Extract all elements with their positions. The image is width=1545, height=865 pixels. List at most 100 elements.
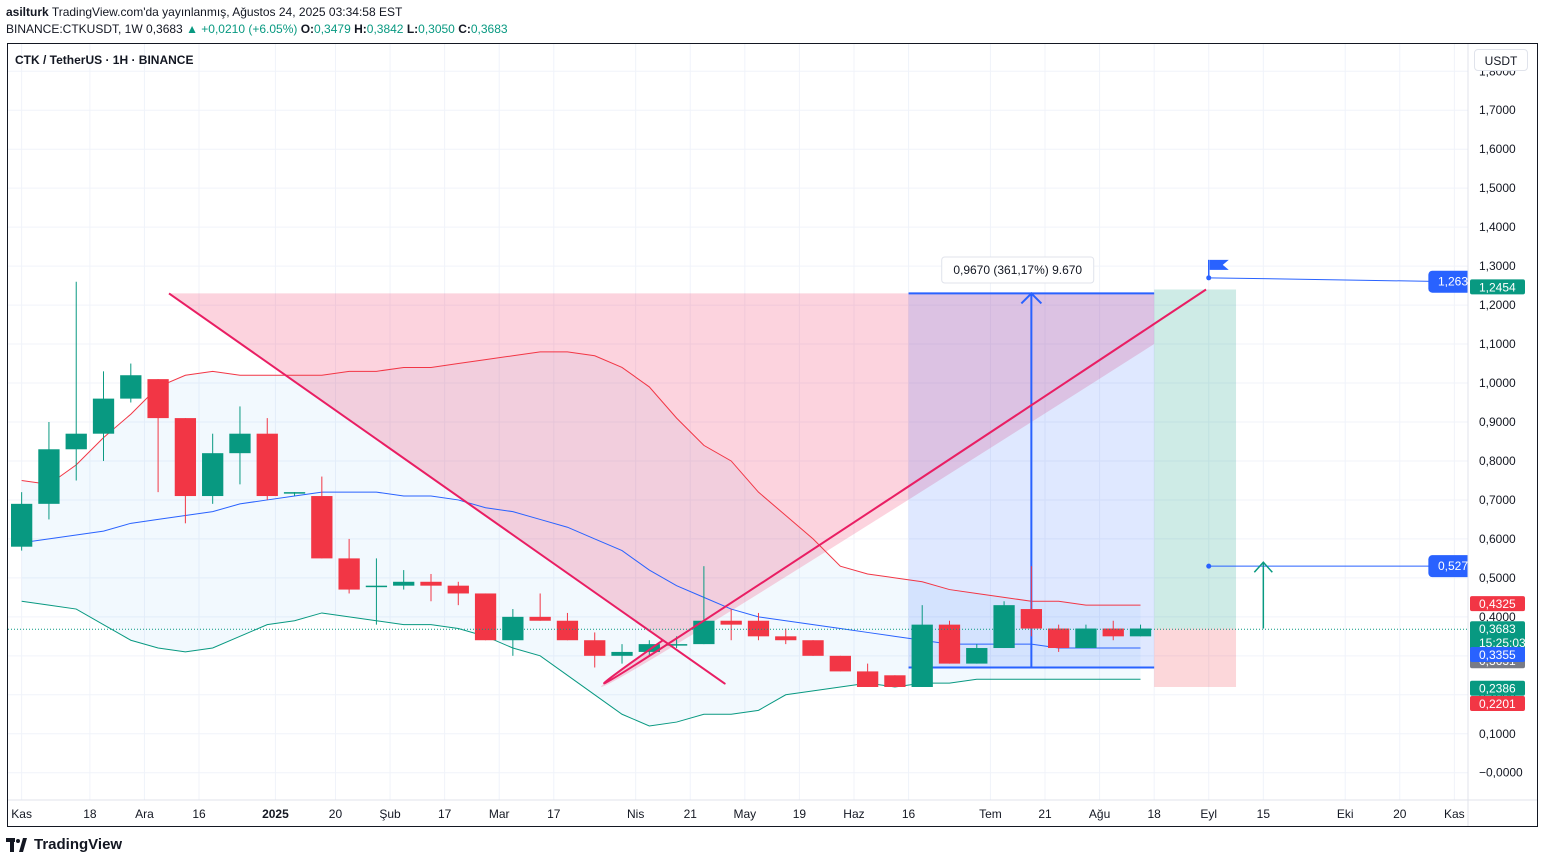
candle-body xyxy=(720,620,742,625)
candle-body xyxy=(747,620,770,637)
candle-body xyxy=(1048,628,1070,649)
x-tick-label: Tem xyxy=(979,807,1002,821)
candle-body xyxy=(556,620,579,641)
x-tick-label: 20 xyxy=(1393,807,1407,821)
x-tick-label: 18 xyxy=(1147,807,1161,821)
high-value: 0,3842 xyxy=(366,22,404,36)
price-label-bg xyxy=(1470,646,1525,662)
close-value: 0,3683 xyxy=(470,22,508,36)
price-label-bg xyxy=(1470,596,1525,612)
candle-body xyxy=(775,636,797,641)
candle-body xyxy=(92,398,115,434)
candle-body xyxy=(911,624,933,687)
price-label-bg xyxy=(1470,279,1525,295)
price-label: 0,3355 xyxy=(1479,648,1516,662)
c-label: C: xyxy=(458,22,471,36)
candle-body xyxy=(1075,628,1097,649)
y-tick-label: 0,6000 xyxy=(1479,532,1516,546)
candle-body xyxy=(584,640,606,656)
y-tick-label: 0,9000 xyxy=(1479,415,1516,429)
candle-body xyxy=(420,581,442,586)
x-tick-label: 16 xyxy=(902,807,916,821)
x-tick-label: Şub xyxy=(379,807,401,821)
candle-body xyxy=(311,496,333,559)
x-tick-label: 17 xyxy=(438,807,452,821)
x-tick-label: Ağu xyxy=(1089,807,1110,821)
plot-area: 1,2639 0,5274 0,9670 (361,17%) 9.670 xyxy=(8,44,1475,800)
y-tick-label: 1,7000 xyxy=(1479,103,1516,117)
last-price: 0,3683 xyxy=(146,22,183,36)
candle-body xyxy=(802,640,824,656)
x-tick-label: 20 xyxy=(329,807,343,821)
measure-arrow-head xyxy=(1020,291,1043,305)
bollinger-lower xyxy=(21,600,1141,727)
price-ray-point xyxy=(1206,563,1212,569)
cup-curve xyxy=(168,288,1207,685)
x-tick-label: Kas xyxy=(1444,807,1465,821)
x-tick-label: Ara xyxy=(135,807,154,821)
candle-body xyxy=(447,585,469,594)
brand-name: TradingView xyxy=(34,836,123,853)
y-tick-label: 1,2000 xyxy=(1479,298,1516,312)
footer-brand[interactable]: TradingView xyxy=(6,836,122,853)
candle-body xyxy=(147,379,169,419)
flag-icon xyxy=(1209,259,1229,270)
candle-body xyxy=(474,593,497,641)
candle-body xyxy=(1102,628,1124,637)
chart-frame xyxy=(7,43,1538,827)
symbol-line: BINANCE:CTKUSDT, 1W xyxy=(6,22,143,36)
x-tick-label: May xyxy=(733,807,756,821)
x-tick-label: 17 xyxy=(547,807,561,821)
candle-body xyxy=(856,671,879,687)
y-tick-label: 0,4000 xyxy=(1479,610,1516,624)
price-ray-label: 0,5274 xyxy=(1438,559,1475,573)
x-tick-label: Haz xyxy=(843,807,864,821)
measure-label-bg xyxy=(941,256,1095,284)
price-label: 0,2201 xyxy=(1479,697,1516,711)
publish-date: TradingView.com'da yayınlanmış, Ağustos … xyxy=(51,5,403,19)
x-tick-label: Eyl xyxy=(1200,807,1217,821)
candle-body xyxy=(638,644,660,652)
candle-body xyxy=(38,449,60,504)
candle-body xyxy=(338,558,360,590)
price-countdown: 15:25:03 xyxy=(1479,636,1526,650)
y-tick-label: 0,5000 xyxy=(1479,571,1516,585)
price-label-bg xyxy=(1470,695,1525,711)
bollinger-upper xyxy=(21,351,1141,606)
candle-body xyxy=(256,433,278,497)
price-ray xyxy=(1208,277,1455,283)
x-tick-label: Kas xyxy=(11,807,32,821)
candle-body xyxy=(393,581,415,586)
y-tick-label: 1,6000 xyxy=(1479,142,1516,156)
x-tick-label: 21 xyxy=(684,807,698,821)
currency-button[interactable]: USDT xyxy=(1474,49,1528,71)
target-zone xyxy=(1154,289,1237,629)
candle-body xyxy=(938,624,961,664)
l-label: L: xyxy=(406,22,419,36)
candle-body xyxy=(529,616,551,621)
x-tick-label: 21 xyxy=(1038,807,1052,821)
y-tick-label: −0,0000 xyxy=(1479,766,1523,780)
y-tick-label: 0,7000 xyxy=(1479,493,1516,507)
price-label-bg xyxy=(1470,680,1525,696)
candle-body xyxy=(65,433,87,450)
author-name[interactable]: asilturk xyxy=(6,5,49,19)
candle-body xyxy=(11,503,33,547)
open-value: 0,3479 xyxy=(314,22,351,36)
candle-body xyxy=(829,655,851,672)
x-tick-label: 16 xyxy=(192,807,206,821)
y-tick-label: 0,8000 xyxy=(1479,454,1516,468)
change-value: ▲ +0,0210 (+6.05%) xyxy=(186,22,298,36)
candle-body xyxy=(993,605,1015,649)
price-ray-label: 1,2639 xyxy=(1438,275,1475,289)
y-tick-label: 1,3000 xyxy=(1479,259,1516,273)
x-tick-label: 19 xyxy=(793,807,807,821)
o-label: O: xyxy=(300,22,315,36)
candle-body xyxy=(611,651,633,656)
chart-title: CTK / TetherUS · 1H · BINANCE xyxy=(15,53,194,67)
x-tick-label: 2025 xyxy=(262,807,289,821)
candle-body xyxy=(966,648,988,664)
price-label: 1,2454 xyxy=(1479,280,1516,294)
y-tick-label: 1,4000 xyxy=(1479,220,1516,234)
